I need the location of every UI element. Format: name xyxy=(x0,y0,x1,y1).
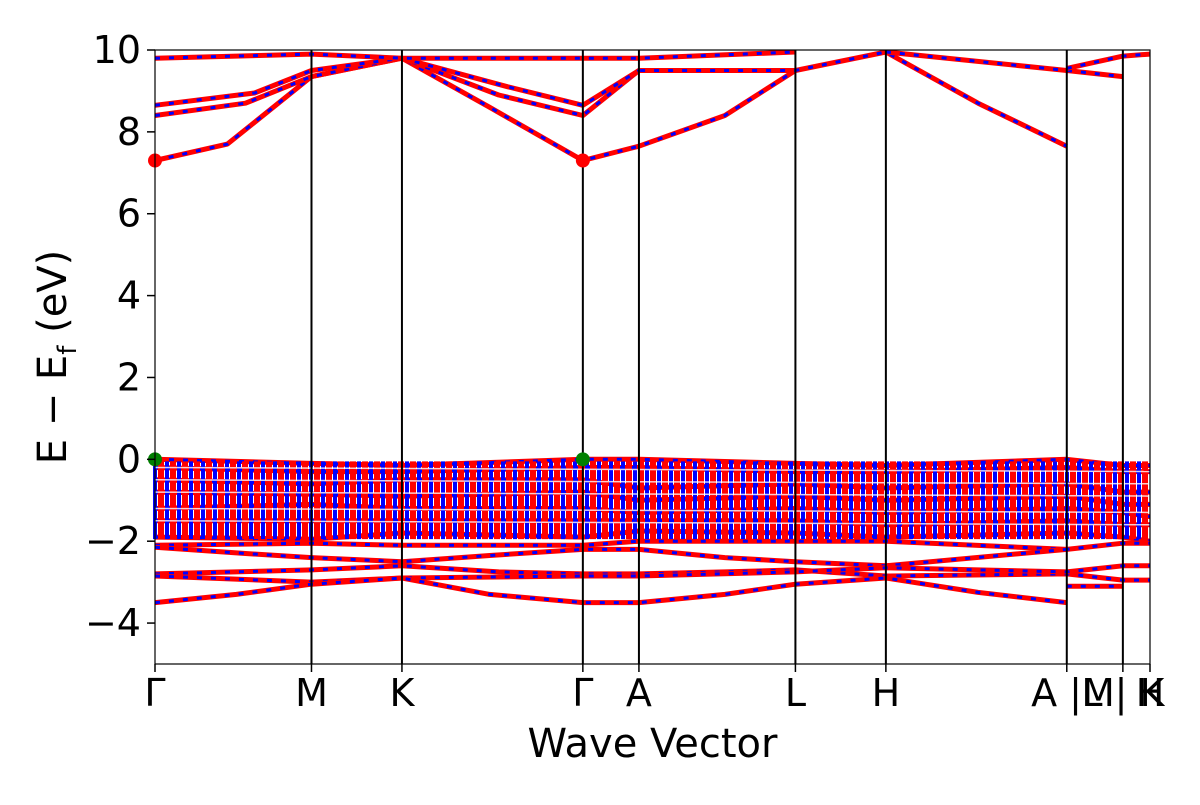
kpoint-lines xyxy=(310,50,1124,664)
band-line-spin-up xyxy=(154,55,641,108)
valence-band-manifold xyxy=(153,461,1151,540)
band-line-spin-up xyxy=(154,538,1150,552)
band-line-spin-down xyxy=(154,50,1068,163)
x-tick-label: M xyxy=(295,671,328,715)
x-tick-label: L | K xyxy=(1081,671,1165,716)
y-axis-title: E − Ef (eV) xyxy=(30,250,83,465)
x-tick-label: Γ xyxy=(572,671,593,715)
vbm-marker xyxy=(575,452,590,467)
y-ticks: −4 −2 0 2 4 6 8 10 xyxy=(85,28,155,645)
band-line-spin-down xyxy=(885,50,1124,79)
y-tick-label: 6 xyxy=(117,192,141,236)
y-tick-label: 8 xyxy=(117,110,141,154)
band-line-spin-down xyxy=(154,539,1150,551)
band-line-spin-up xyxy=(154,544,1068,569)
valence-gap-line xyxy=(154,466,1151,473)
x-tick-label: L xyxy=(785,671,806,715)
x-tick-label: K xyxy=(389,671,415,715)
x-tick-label: Γ xyxy=(144,671,165,715)
extrema-markers xyxy=(148,153,590,467)
y-tick-label: 10 xyxy=(93,28,141,72)
y-tick-label: 4 xyxy=(117,274,141,318)
plot-frame xyxy=(154,49,1151,665)
band-line-spin-down xyxy=(154,576,1067,605)
valence-gap-line xyxy=(154,519,1151,526)
x-tick-label: A |M xyxy=(1031,671,1115,716)
y-tick-label: −4 xyxy=(85,601,141,645)
x-tick-label: A xyxy=(626,671,652,715)
x-axis-title: Wave Vector xyxy=(528,721,779,767)
band-layer xyxy=(153,49,1151,606)
y-tick-label: 0 xyxy=(117,437,141,481)
band-line-spin-up xyxy=(154,55,796,118)
band-line-spin-down xyxy=(154,50,796,60)
y-axis-title-main: E − E xyxy=(30,355,76,465)
y-axis-title-unit: (eV) xyxy=(30,250,76,346)
x-tick-label: H xyxy=(872,671,901,715)
band-line-spin-down xyxy=(154,564,1150,584)
y-tick-label: 2 xyxy=(117,355,141,399)
valence-gap-line xyxy=(154,491,1151,497)
band-line-spin-up xyxy=(154,49,796,61)
valence-gap-line xyxy=(154,479,1151,485)
y-tick-label: −2 xyxy=(85,519,141,563)
band-line-spin-up xyxy=(154,49,1068,163)
y-axis-title-subscript: f xyxy=(53,345,83,355)
valence-gap-line xyxy=(154,507,1151,514)
cbm-marker xyxy=(575,153,590,168)
x-tick-label: H xyxy=(1136,671,1165,715)
